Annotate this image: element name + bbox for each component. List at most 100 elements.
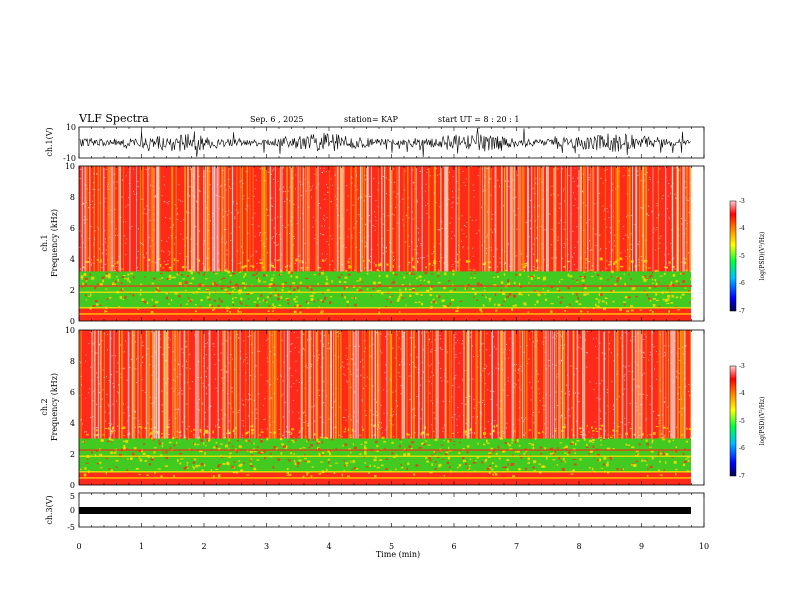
spectrogram-cell [525, 467, 528, 471]
spectrogram-noise [482, 401, 484, 403]
spectrogram-cell [390, 282, 393, 284]
spectrogram-noise [83, 222, 85, 224]
spectrogram-cell [92, 304, 96, 308]
spectrogram-noise [545, 394, 547, 396]
spectrogram-noise [104, 420, 106, 422]
spectrogram-noise [480, 411, 482, 413]
spectrogram-cell [132, 294, 135, 297]
spectrogram-cell [107, 275, 111, 277]
spectrogram-noise [93, 341, 95, 343]
spectrogram-noise [579, 428, 581, 430]
spectrogram-noise [95, 351, 97, 353]
spectrogram-cell [447, 440, 450, 443]
spectrogram-noise [355, 175, 357, 177]
spectrogram-noise [670, 362, 672, 364]
spectrogram-noise [672, 382, 674, 384]
spectrogram-noise [176, 218, 178, 220]
spectrogram-noise [327, 342, 329, 344]
spectrogram-noise [447, 178, 449, 180]
ch1-cb-tick-5: -5 [739, 253, 745, 260]
spectrogram-noise [234, 368, 236, 370]
spectrogram-noise [259, 232, 261, 234]
spectrogram-noise [573, 392, 575, 394]
sferic-streak [635, 166, 637, 272]
spectrogram-cell [385, 468, 389, 471]
spectrogram-noise [465, 422, 467, 424]
spectrogram-noise [484, 428, 486, 430]
spectrogram-noise [676, 254, 678, 256]
spectrogram-noise [81, 269, 83, 271]
spectrogram-noise [339, 237, 341, 239]
spectrogram-cell [140, 426, 143, 430]
spectrogram-noise [359, 190, 361, 192]
spectrogram-cell [365, 466, 369, 468]
spectrogram-noise [318, 354, 320, 356]
spectrogram-noise [578, 392, 580, 394]
spectrogram-noise [658, 270, 660, 272]
spectrogram-noise [449, 400, 451, 402]
spectrogram-cell [501, 292, 506, 295]
spectrogram-noise [643, 265, 645, 267]
sferic-streak [362, 330, 364, 439]
spectrogram-noise [231, 358, 233, 360]
sferic-streak [307, 166, 309, 272]
spectrogram-noise [280, 216, 282, 218]
spectrogram-cell [557, 447, 559, 450]
spectrogram-noise [180, 373, 182, 375]
spectrogram-noise [274, 267, 276, 269]
spectrogram-noise [212, 215, 214, 217]
spectrogram-noise [498, 367, 500, 369]
sferic-streak [328, 330, 329, 439]
spectrogram-cell [563, 265, 566, 268]
spectrogram-cell [347, 260, 350, 264]
spectrogram-noise [308, 380, 310, 382]
spectrogram-noise [602, 205, 604, 207]
spectrogram-noise [501, 361, 503, 363]
spectrogram-cell [269, 452, 272, 455]
spectrogram-noise [364, 267, 366, 269]
sferic-streak [271, 330, 273, 439]
spectrogram-cell [83, 310, 86, 313]
spectrogram-cell [317, 283, 319, 286]
spectrogram-cell [154, 471, 156, 475]
spectrogram-cell [272, 283, 276, 286]
spectrogram-cell [233, 272, 236, 275]
spectrogram-cell [478, 437, 482, 440]
sferic-streak [152, 330, 154, 439]
spectrogram-cell [514, 451, 517, 453]
spectrogram-cell [317, 299, 319, 302]
spectrogram-cell [212, 309, 215, 311]
spectrogram-noise [529, 199, 531, 201]
spectrogram-cell [266, 301, 268, 304]
spectrogram-cell [442, 299, 445, 302]
spectrogram-cell [599, 428, 602, 430]
spectrogram-cell [185, 466, 189, 469]
spectrogram-cell [600, 467, 604, 469]
spectrogram-noise [216, 184, 218, 186]
spectrogram-noise [651, 388, 653, 390]
spectrogram-noise [640, 180, 642, 182]
spectrogram-noise [334, 426, 336, 428]
spectrogram-cell [461, 456, 465, 460]
spectrogram-cell [608, 264, 611, 266]
spectrogram-cell [426, 460, 429, 463]
spectrogram-cell [289, 292, 292, 295]
spectrogram-noise [350, 176, 352, 178]
spectrogram-noise [622, 393, 624, 395]
spectrogram-cell [437, 281, 441, 284]
spectrogram-cell [525, 454, 528, 456]
spectrogram-noise [271, 204, 273, 206]
spectrogram-noise [504, 348, 506, 350]
spectrogram-cell [349, 434, 352, 436]
sferic-streak [687, 166, 689, 272]
spectrogram-cell [102, 434, 106, 436]
spectrogram-noise [467, 401, 469, 403]
spectrogram-cell [87, 474, 90, 477]
spectrogram-noise [421, 187, 423, 189]
spectrogram-cell [296, 462, 300, 465]
sferic-streak [514, 330, 516, 439]
spectrogram-noise [391, 408, 393, 410]
spectrogram-noise [655, 229, 657, 231]
spectrogram-cell [245, 432, 249, 435]
spectrogram-cell [596, 453, 600, 456]
